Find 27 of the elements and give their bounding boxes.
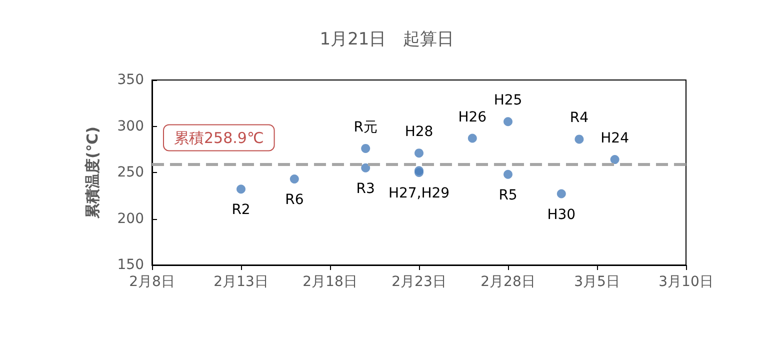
annotation: R4: [570, 110, 589, 126]
x-tick-label: 2月13日: [214, 274, 268, 290]
chart-title: 1月21日 起算日: [320, 30, 454, 50]
y-tick-label: 200: [117, 210, 144, 227]
x-tick-label: 3月5日: [574, 274, 620, 290]
annotation: H24: [600, 130, 630, 147]
annotation: H28: [404, 124, 434, 140]
y-tick-label: 350: [117, 72, 144, 88]
y-axis-title: 累積温度(℃): [84, 126, 102, 220]
annotation: R元: [354, 119, 378, 136]
ref-line-label: 累積258.9℃: [174, 128, 264, 147]
y-tick-label: 150: [117, 257, 144, 273]
annotation: H26: [458, 109, 487, 126]
x-tick-label: 2月28日: [480, 274, 536, 290]
annotation: R6: [285, 192, 304, 208]
annotation: H25: [494, 92, 522, 109]
annotation: R2: [232, 202, 250, 218]
annotation: H27,H29: [388, 186, 450, 202]
annotation: R5: [498, 187, 518, 204]
x-tick-label: 2月18日: [302, 274, 358, 290]
x-tick-label: 2月8日: [129, 274, 175, 290]
x-tick-label: 3月10日: [658, 274, 714, 290]
y-tick-label: 300: [117, 118, 144, 134]
y-tick-label: 250: [117, 164, 144, 180]
annotation: R3: [356, 180, 375, 197]
x-tick-label: 2月23日: [392, 274, 446, 290]
annotation: H30: [547, 206, 576, 223]
